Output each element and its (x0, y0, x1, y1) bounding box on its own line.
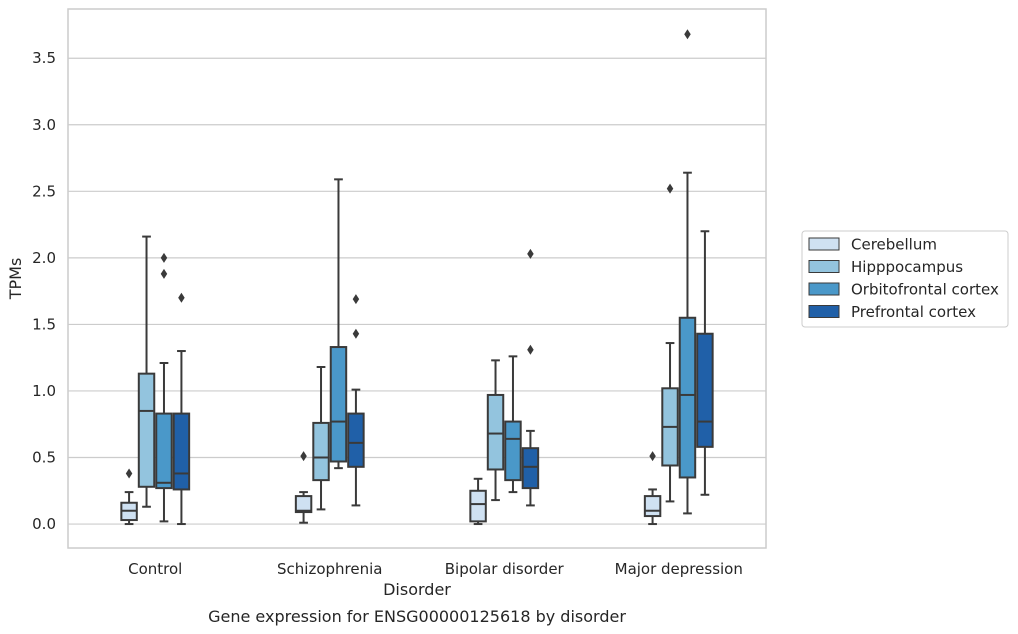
box-cerebellum (120, 468, 138, 526)
box-prefrontal-cortex (521, 248, 540, 507)
y-axis-label: TPMs (6, 258, 25, 301)
legend-frame (801, 230, 1009, 328)
box-iqr (696, 332, 714, 448)
box-prefrontal-cortex (172, 292, 191, 526)
y-tick-label: 3.0 (32, 116, 56, 134)
outlier-point (352, 328, 360, 339)
box-prefrontal-cortex (347, 294, 365, 507)
legend-label: Cerebellum (851, 236, 937, 254)
outlier-point (160, 252, 168, 263)
outlier-point (352, 294, 360, 305)
box-iqr (294, 495, 313, 514)
box-prefrontal-cortex (696, 230, 714, 496)
legend-swatch (808, 305, 840, 318)
box-cerebellum (643, 451, 662, 526)
y-tick-label: 0.5 (32, 449, 56, 467)
x-tick-label: Control (128, 560, 182, 578)
outlier-point (666, 183, 674, 194)
box-iqr (521, 447, 540, 490)
y-axis-ticks: 0.0 0.5 1.0 1.5 2.0 2.5 3.0 3.5 (32, 49, 56, 533)
box-iqr (678, 316, 697, 479)
box-iqr (486, 393, 505, 471)
outlier-point (300, 451, 307, 462)
legend-label: Orbitofrontal cortex (851, 281, 999, 299)
box-hipppocampus (137, 235, 156, 508)
legend-label: Hipppocampus (851, 258, 963, 276)
y-tick-label: 2.5 (32, 182, 56, 200)
outlier-point (527, 344, 534, 355)
box-iqr (347, 412, 365, 468)
y-tick-label: 2.0 (32, 249, 56, 267)
box-iqr (469, 489, 487, 523)
plot-frame (67, 8, 767, 549)
box-iqr (312, 421, 330, 482)
box-orbitofrontal-cortex (504, 355, 522, 494)
box-iqr (643, 495, 662, 518)
box-cerebellum (294, 451, 313, 524)
box-iqr (137, 372, 156, 488)
box-orbitofrontal-cortex (678, 29, 697, 515)
outlier-point (527, 248, 534, 259)
box-iqr (504, 420, 522, 482)
outlier-point (125, 468, 133, 479)
legend: Cerebellum Hipppocampus Orbitofrontal cort… (801, 230, 1009, 328)
box-iqr (155, 412, 173, 490)
chart-caption: Gene expression for ENSG00000125618 by d… (208, 607, 626, 626)
y-tick-label: 3.5 (32, 49, 56, 67)
box-iqr (172, 412, 191, 491)
legend-swatch (808, 237, 840, 251)
box-orbitofrontal-cortex (329, 178, 348, 470)
x-tick-label: Schizophrenia (277, 560, 382, 578)
outlier-point (649, 451, 656, 462)
outlier-point (178, 292, 185, 303)
y-tick-label: 1.0 (32, 382, 56, 400)
y-tick-label: 0.0 (32, 515, 56, 533)
x-tick-label: Major depression (615, 560, 743, 578)
box-hipppocampus (661, 183, 679, 503)
box-hipppocampus (312, 366, 330, 511)
box-iqr (329, 346, 348, 463)
box-cerebellum (469, 477, 487, 526)
legend-swatch (808, 282, 840, 296)
x-tick-label: Bipolar disorder (445, 560, 565, 578)
x-axis-label: Disorder (383, 580, 451, 599)
box-hipppocampus (486, 359, 505, 502)
box-orbitofrontal-cortex (155, 252, 173, 523)
box-plot-marks (120, 29, 714, 526)
outlier-point (684, 29, 691, 40)
x-axis-ticks: Control Schizophrenia Bipolar disorder Majo… (128, 560, 743, 578)
legend-swatch (808, 260, 840, 273)
legend-label: Prefrontal cortex (851, 303, 976, 321)
y-tick-label: 1.5 (32, 315, 56, 333)
outlier-point (160, 268, 168, 279)
